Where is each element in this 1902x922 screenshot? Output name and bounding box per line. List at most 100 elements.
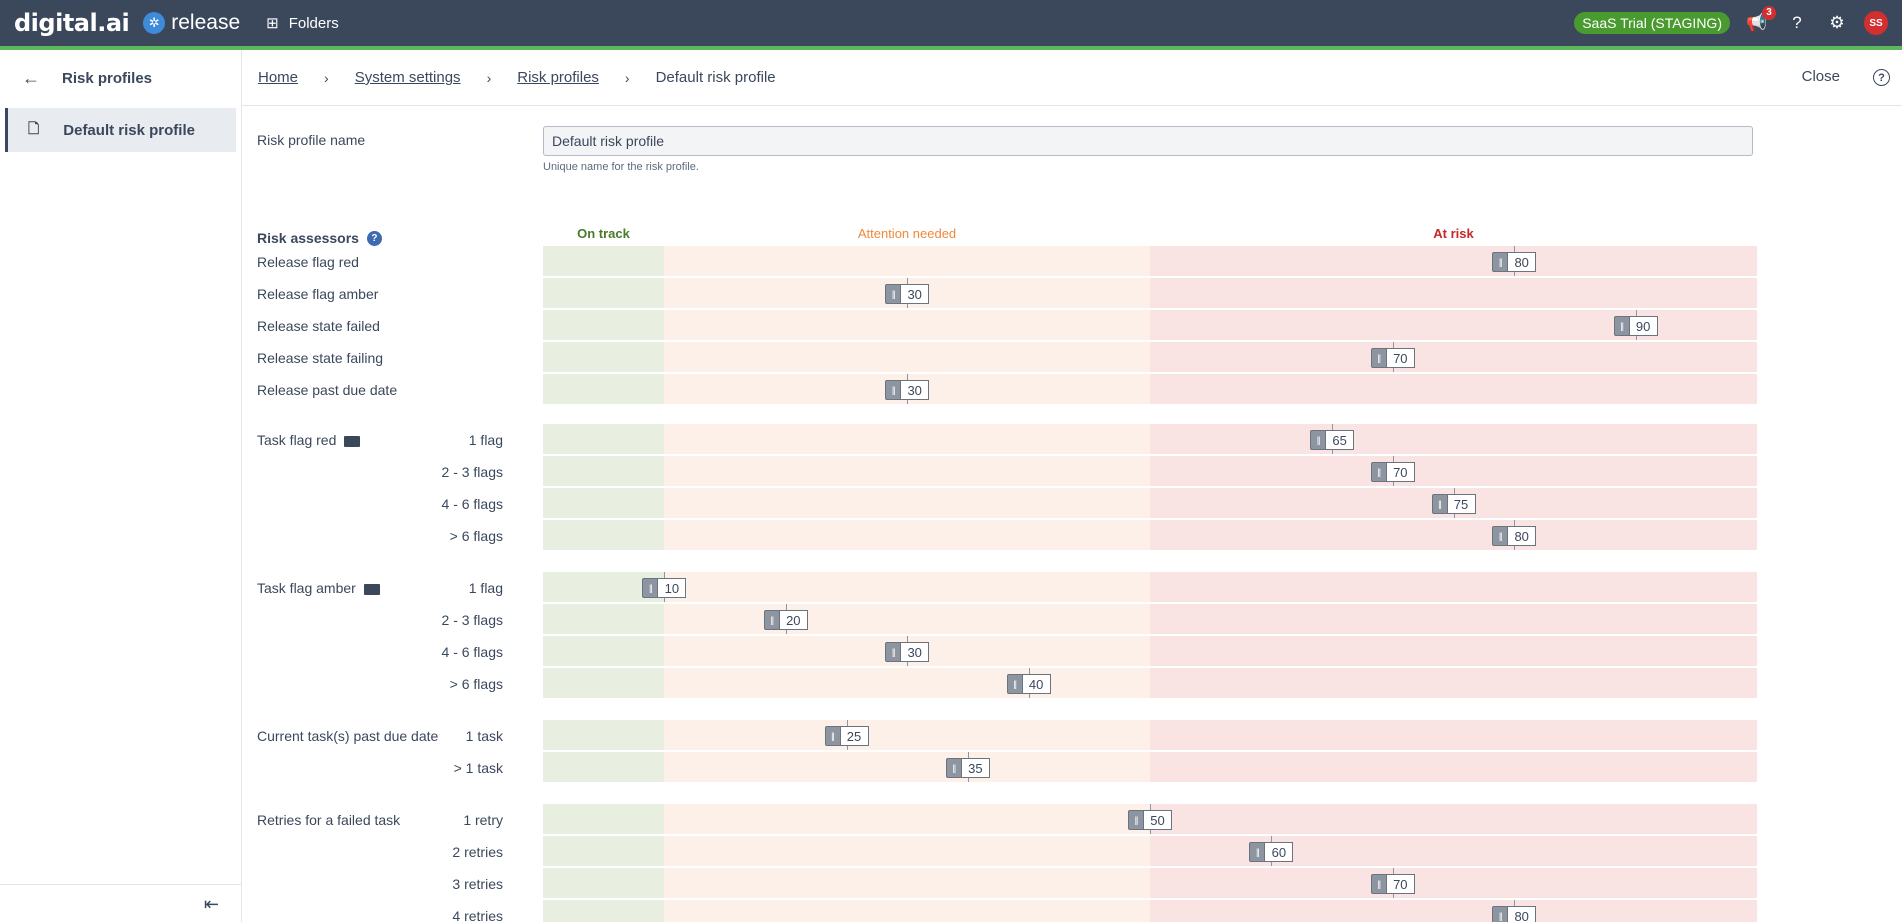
slider-handle[interactable]: || 90 bbox=[1613, 316, 1658, 336]
risk-slider-track[interactable]: || 25 bbox=[543, 720, 1757, 750]
drag-grip-icon[interactable]: || bbox=[1613, 316, 1630, 336]
drag-grip-icon[interactable]: || bbox=[885, 380, 902, 400]
risk-slider-track[interactable]: || 30 bbox=[543, 636, 1757, 666]
sidebar-item-default-risk-profile[interactable]: 🗋 Default risk profile bbox=[5, 108, 236, 152]
zone-segment-amber bbox=[664, 836, 1150, 866]
slider-value: 40 bbox=[1022, 674, 1051, 694]
drag-grip-icon[interactable]: || bbox=[1006, 674, 1023, 694]
drag-grip-icon[interactable]: || bbox=[1492, 252, 1509, 272]
question-mark-icon[interactable]: ? bbox=[366, 230, 382, 246]
user-avatar[interactable]: SS bbox=[1864, 11, 1888, 35]
sidebar-item-label: Default risk profile bbox=[63, 121, 195, 139]
drag-grip-icon[interactable]: || bbox=[1370, 462, 1387, 482]
zone-segment-amber bbox=[664, 900, 1150, 922]
breadcrumb-home[interactable]: Home bbox=[258, 69, 299, 86]
risk-profile-name-input[interactable] bbox=[543, 126, 1753, 156]
slider-handle[interactable]: || 20 bbox=[763, 610, 808, 630]
drag-grip-icon[interactable]: || bbox=[1431, 494, 1448, 514]
assessor-label-text: Release flag red bbox=[257, 254, 359, 270]
risk-slider-track[interactable]: || 30 bbox=[543, 278, 1757, 308]
collapse-sidebar-icon[interactable]: ⇤ bbox=[203, 894, 219, 914]
breadcrumb-system-settings[interactable]: System settings bbox=[354, 69, 461, 86]
close-button[interactable]: Close bbox=[1801, 68, 1840, 85]
risk-slider-track[interactable]: || 80 bbox=[543, 520, 1757, 550]
breadcrumb-risk-profiles[interactable]: Risk profiles bbox=[517, 69, 599, 86]
risk-slider-track[interactable]: || 80 bbox=[543, 900, 1757, 922]
slider-handle[interactable]: || 30 bbox=[885, 380, 930, 400]
zone-segment-green bbox=[543, 520, 664, 550]
zone-segment-amber bbox=[664, 752, 1150, 782]
risk-slider-track[interactable]: || 65 bbox=[543, 424, 1757, 454]
slider-handle[interactable]: || 60 bbox=[1249, 842, 1294, 862]
drag-grip-icon[interactable]: || bbox=[885, 642, 902, 662]
slider-handle[interactable]: || 35 bbox=[945, 758, 990, 778]
risk-slider-track[interactable]: || 50 bbox=[543, 804, 1757, 834]
slider-handle[interactable]: || 80 bbox=[1492, 906, 1537, 922]
slider-handle[interactable]: || 40 bbox=[1006, 674, 1051, 694]
assessor-group-label-text: Task flag red bbox=[257, 432, 337, 448]
notifications-icon[interactable]: 📢 3 bbox=[1744, 6, 1776, 36]
slider-handle[interactable]: || 70 bbox=[1370, 874, 1415, 894]
drag-grip-icon[interactable]: || bbox=[1310, 430, 1327, 450]
zone-segment-red bbox=[1150, 424, 1757, 454]
risk-slider-track[interactable]: || 30 bbox=[543, 374, 1757, 404]
drag-grip-icon[interactable]: || bbox=[1128, 810, 1144, 830]
folder-tree-icon: ⊞ bbox=[266, 15, 279, 32]
slider-handle[interactable]: || 70 bbox=[1370, 462, 1415, 482]
risk-slider-track[interactable]: || 40 bbox=[543, 668, 1757, 698]
assessor-sub-label-text: > 6 flags bbox=[449, 528, 503, 544]
slider-handle[interactable]: || 70 bbox=[1370, 348, 1415, 368]
assessor-sub-label: > 6 flags bbox=[393, 676, 503, 692]
zone-segment-green bbox=[543, 836, 664, 866]
risk-slider-track[interactable]: || 35 bbox=[543, 752, 1757, 782]
zone-on-track-header: On track bbox=[577, 226, 630, 241]
slider-handle[interactable]: || 75 bbox=[1431, 494, 1476, 514]
assessor-sub-label: 4 retries bbox=[393, 908, 503, 922]
drag-grip-icon[interactable]: || bbox=[1492, 526, 1509, 546]
risk-slider-track[interactable]: || 90 bbox=[543, 310, 1757, 340]
help-icon[interactable]: ? bbox=[1792, 13, 1802, 32]
risk-slider-track[interactable]: || 70 bbox=[543, 456, 1757, 486]
risk-slider-track[interactable]: || 70 bbox=[543, 342, 1757, 372]
drag-grip-icon[interactable]: || bbox=[1492, 906, 1509, 922]
slider-handle[interactable]: || 80 bbox=[1492, 526, 1537, 546]
slider-handle[interactable]: || 30 bbox=[885, 284, 930, 304]
risk-slider-track[interactable]: || 20 bbox=[543, 604, 1757, 634]
assessor-sub-label: 2 - 3 flags bbox=[393, 464, 503, 480]
assessor-label-text: Release state failing bbox=[257, 350, 384, 366]
slider-handle[interactable]: || 50 bbox=[1128, 810, 1172, 830]
drag-grip-icon[interactable]: || bbox=[1370, 874, 1387, 894]
slider-handle[interactable]: || 80 bbox=[1492, 252, 1537, 272]
topbar-accent-line bbox=[0, 46, 1902, 50]
help-circle-icon[interactable]: ? bbox=[1873, 69, 1890, 86]
drag-grip-icon[interactable]: || bbox=[763, 610, 780, 630]
drag-grip-icon[interactable]: || bbox=[945, 758, 962, 778]
assessor-group-label-text: Retries for a failed task bbox=[257, 812, 401, 828]
assessor-sub-label: 2 retries bbox=[393, 844, 503, 860]
slider-handle[interactable]: || 30 bbox=[885, 642, 930, 662]
slider-handle[interactable]: || 65 bbox=[1310, 430, 1355, 450]
assessor-sub-label-text: 2 - 3 flags bbox=[441, 612, 503, 628]
drag-grip-icon[interactable]: || bbox=[1249, 842, 1266, 862]
risk-slider-track[interactable]: || 80 bbox=[543, 246, 1757, 276]
slider-handle[interactable]: || 10 bbox=[642, 578, 687, 598]
release-logo[interactable]: ✲ release bbox=[143, 11, 240, 35]
assessor-group-label-text: Task flag amber bbox=[257, 580, 356, 596]
risk-slider-track[interactable]: || 10 bbox=[543, 572, 1757, 602]
drag-grip-icon[interactable]: || bbox=[642, 578, 659, 598]
gear-icon[interactable]: ⚙ bbox=[1829, 13, 1845, 32]
drag-grip-icon[interactable]: || bbox=[885, 284, 902, 304]
back-arrow-icon[interactable]: ← bbox=[22, 67, 40, 88]
zone-segment-green bbox=[543, 900, 664, 922]
risk-slider-track[interactable]: || 70 bbox=[543, 868, 1757, 898]
risk-slider-track[interactable]: || 60 bbox=[543, 836, 1757, 866]
assessor-sub-label-text: 1 flag bbox=[468, 580, 503, 596]
drag-grip-icon[interactable]: || bbox=[1370, 348, 1387, 368]
zone-segment-red bbox=[1150, 572, 1757, 602]
slider-handle[interactable]: || 25 bbox=[824, 726, 869, 746]
drag-grip-icon[interactable]: || bbox=[824, 726, 841, 746]
risk-slider-track[interactable]: || 75 bbox=[543, 488, 1757, 518]
digital-ai-logo[interactable]: digital.ai bbox=[14, 9, 130, 37]
assessor-label-text: Release past due date bbox=[257, 382, 398, 398]
folders-nav-link[interactable]: ⊞ Folders bbox=[266, 14, 339, 33]
